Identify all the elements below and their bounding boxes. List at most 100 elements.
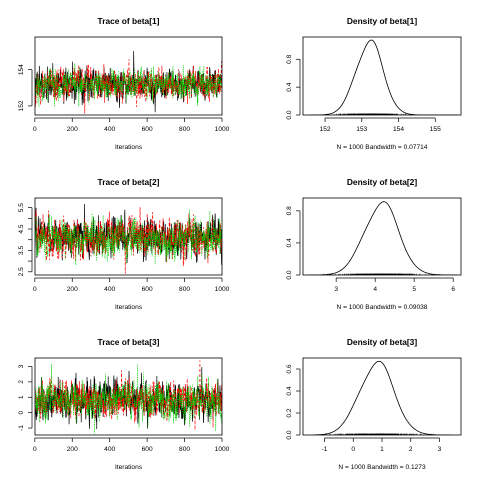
- x-tick-label: 4: [373, 286, 377, 293]
- x-tick-label: 1: [380, 446, 384, 453]
- y-tick-label: 0.8: [286, 54, 293, 63]
- y-tick-label: 154: [18, 64, 25, 75]
- x-tick-label: 600: [142, 446, 153, 453]
- y-tick-label: 4.5: [18, 224, 25, 233]
- y-tick-label: 0.8: [286, 206, 293, 215]
- y-axis: 0.0 0.4 0.8: [286, 54, 301, 120]
- density-curve: [308, 201, 458, 275]
- y-tick-label: -1: [18, 425, 25, 431]
- x-axis: 0 200 400 600 800 1000: [33, 437, 230, 453]
- panel-title: Density of beta[2]: [347, 177, 417, 187]
- y-tick-label: 0.4: [286, 386, 293, 395]
- panel-title: Trace of beta[1]: [98, 16, 160, 26]
- plot-area: [35, 203, 222, 274]
- x-tick-label: 400: [104, 446, 115, 453]
- density-curve: [313, 360, 451, 435]
- x-axis: 3 4 5 6: [334, 277, 455, 293]
- panel-title: Trace of beta[3]: [98, 337, 160, 347]
- x-tick-label: 1000: [215, 126, 230, 133]
- y-tick-label: 0.6: [286, 364, 293, 373]
- x-tick-label: 400: [104, 126, 115, 133]
- x-tick-label: 0: [33, 286, 37, 293]
- y-tick-label: 0: [18, 411, 25, 415]
- y-tick-label: 0.0: [286, 270, 293, 279]
- chain-2-trace: [35, 58, 222, 114]
- x-tick-label: 0: [33, 446, 37, 453]
- x-axis-label: N = 1000 Bandwidth = 0.09038: [337, 304, 428, 311]
- panel-title: Density of beta[1]: [347, 16, 417, 26]
- x-tick-label: 6: [451, 286, 455, 293]
- plot-frame: [302, 357, 462, 436]
- x-axis-label: Iterations: [115, 144, 143, 151]
- panel-4: Density of beta[2] 3 4 5 6 N = 1000 Bandwidth…: [286, 177, 462, 311]
- x-tick-label: 600: [142, 126, 153, 133]
- density-curve: [310, 39, 458, 115]
- y-tick-label: 152: [18, 100, 25, 111]
- x-axis-label: N = 1000 Bandwidth = 0.1273: [338, 464, 426, 471]
- y-tick-label: 0.0: [286, 110, 293, 119]
- x-tick-label: 153: [356, 126, 367, 133]
- plot-area: [308, 201, 458, 275]
- y-tick-label: 0.4: [286, 238, 293, 247]
- x-axis: 0 200 400 600 800 1000: [33, 277, 230, 293]
- x-axis: -1 0 1 2 3: [322, 437, 442, 453]
- x-tick-label: 800: [179, 126, 190, 133]
- plot-area: [310, 39, 458, 115]
- plot-frame: [302, 197, 462, 276]
- plot-frame: [34, 197, 223, 276]
- x-tick-label: 3: [438, 446, 442, 453]
- plot-area: [35, 360, 222, 434]
- panel-6: Density of beta[3] -1 0 1 2 3 N = 1000 Bandwid…: [286, 337, 462, 471]
- y-tick-label: 2.5: [18, 267, 25, 276]
- panel-title: Trace of beta[2]: [98, 177, 160, 187]
- x-axis-label: Iterations: [115, 304, 143, 311]
- y-axis: 0.0 0.4 0.8: [286, 206, 301, 280]
- x-tick-label: 200: [67, 446, 78, 453]
- x-tick-label: 800: [179, 446, 190, 453]
- x-tick-label: 3: [334, 286, 338, 293]
- y-axis: -1 0 1 2 3: [18, 364, 33, 431]
- y-tick-label: 0.0: [286, 430, 293, 439]
- chain-3-trace: [35, 209, 222, 266]
- chain-3-trace: [35, 63, 222, 108]
- x-tick-label: -1: [322, 446, 328, 453]
- panel-3: Trace of beta[2] 0 200 400 600 800 1000 Iterati…: [18, 177, 230, 311]
- x-tick-label: 600: [142, 286, 153, 293]
- y-tick-label: 0.2: [286, 408, 293, 417]
- x-axis: 152 153 154 155: [320, 117, 441, 133]
- plot-frame: [34, 357, 223, 436]
- plot-frame: [34, 36, 223, 116]
- x-tick-label: 155: [430, 126, 441, 133]
- x-tick-label: 1000: [215, 446, 230, 453]
- x-tick-label: 200: [67, 126, 78, 133]
- y-tick-label: 2: [18, 380, 25, 384]
- panel-2: Density of beta[1] 152 153 154 155 N = 1000 B…: [286, 16, 462, 151]
- y-tick-label: 5.5: [18, 203, 25, 212]
- y-tick-label: 3.5: [18, 245, 25, 254]
- chain-3-trace: [35, 364, 222, 434]
- panel-1: Trace of beta[1] 0 200 400 600 800 1000 Iterati…: [18, 16, 230, 151]
- y-tick-label: 3: [18, 364, 25, 368]
- x-axis-label: N = 1000 Bandwidth = 0.07714: [337, 144, 428, 151]
- x-tick-label: 5: [412, 286, 416, 293]
- y-axis: 0.0 0.2 0.4 0.6: [286, 364, 301, 440]
- x-tick-label: 800: [179, 286, 190, 293]
- plot-frame: [302, 36, 462, 116]
- x-tick-label: 154: [393, 126, 404, 133]
- x-tick-label: 0: [33, 126, 37, 133]
- y-tick-label: 0.4: [286, 82, 293, 91]
- x-axis: 0 200 400 600 800 1000: [33, 117, 230, 133]
- x-tick-label: 1000: [215, 286, 230, 293]
- x-tick-label: 0: [351, 446, 355, 453]
- y-tick-label: 1: [18, 395, 25, 399]
- y-axis: 152 154: [18, 64, 33, 111]
- x-tick-label: 400: [104, 286, 115, 293]
- x-tick-label: 2: [409, 446, 413, 453]
- y-axis: 2.5 3.5 4.5 5.5: [18, 203, 33, 276]
- x-tick-label: 200: [67, 286, 78, 293]
- panel-title: Density of beta[3]: [347, 337, 417, 347]
- x-tick-label: 152: [320, 126, 331, 133]
- panel-5: Trace of beta[3] 0 200 400 600 800 1000 Iterati…: [18, 337, 230, 471]
- plot-area: [35, 51, 222, 114]
